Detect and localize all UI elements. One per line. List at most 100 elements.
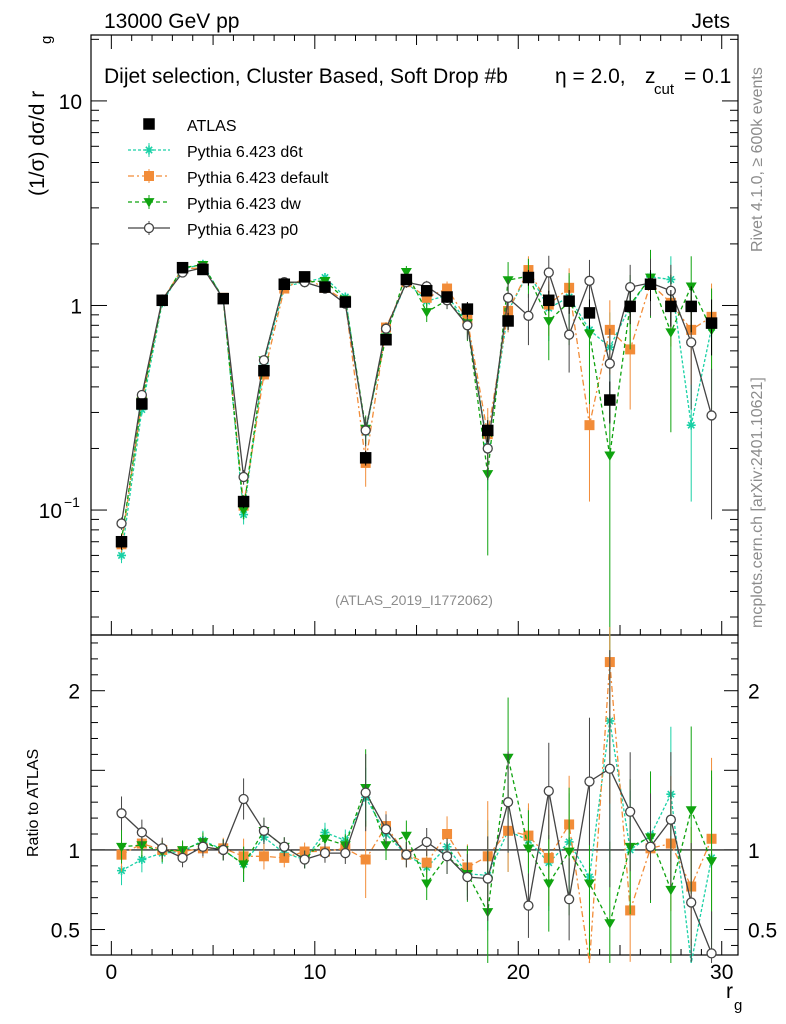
plot-title-z: z: [645, 65, 656, 88]
data-point: [583, 307, 596, 319]
ratio-point: [319, 847, 331, 859]
data-point: [359, 452, 372, 464]
data-point: [462, 320, 473, 331]
data-point: [400, 273, 413, 286]
data-point: [563, 295, 575, 307]
data-point: [584, 275, 595, 286]
ratio-point: [441, 851, 453, 862]
x-tick-label: 0: [106, 961, 118, 984]
data-point: [298, 271, 311, 283]
data-point: [115, 535, 128, 548]
plot-title-beta: η = 2.0,: [555, 65, 626, 88]
data-point: [238, 471, 249, 483]
legend-label-2: Pythia 6.423 default: [187, 170, 329, 187]
ratio-point: [400, 831, 412, 842]
data-point: [441, 291, 453, 303]
ratio-point: [686, 897, 697, 908]
data-point: [543, 317, 555, 327]
data-point: [706, 410, 717, 421]
data-point: [420, 285, 433, 297]
ratio-point: [340, 847, 351, 859]
ratio-point: [197, 841, 209, 852]
data-point: [156, 294, 168, 307]
rivet-version-label: Rivet 4.1.0, ≥ 600k events: [749, 67, 766, 252]
ratio-line-2: [121, 757, 713, 926]
data-point: [584, 420, 595, 431]
series-line-3: [120, 264, 713, 541]
ratio-point: [279, 852, 290, 863]
data-point: [238, 506, 250, 516]
axis-ticks: [91, 35, 738, 955]
ratio-axis-title: Ratio to ATLAS: [25, 749, 42, 857]
ratio-point: [625, 806, 636, 817]
ratio-series-1: [116, 627, 717, 964]
x-tick-label: 30: [710, 961, 733, 984]
ratio-point: [279, 841, 290, 852]
data-point: [117, 550, 127, 560]
ratio-point: [238, 860, 250, 870]
ratio-series-group: [116, 627, 718, 964]
ratio-point: [380, 824, 392, 835]
ratio-point: [360, 854, 371, 865]
x-axis-title-sub: g: [734, 997, 742, 1014]
ratio-point: [706, 857, 718, 867]
data-point: [339, 296, 352, 308]
ratio-point: [685, 806, 697, 816]
ratio-point: [706, 948, 717, 959]
data-point: [563, 329, 575, 340]
ratio-point: [157, 843, 168, 854]
legend-marker-0: [143, 118, 155, 130]
data-point: [258, 364, 270, 377]
ratio-point: [421, 879, 433, 889]
data-point: [705, 317, 718, 329]
data-point: [421, 308, 433, 318]
y-tick-label-exponent: −1: [64, 494, 80, 510]
ratio-point: [604, 919, 616, 929]
analysis-watermark: (ATLAS_2019_I1772062): [335, 592, 493, 608]
series-3: [116, 249, 718, 679]
ratio-y-tick-label: 2: [68, 681, 80, 704]
series-line-2: [120, 267, 712, 545]
data-point: [319, 281, 331, 293]
data-point: [665, 300, 677, 313]
data-point: [421, 292, 432, 303]
ratio-point: [543, 879, 555, 889]
data-point: [258, 355, 270, 366]
legend-label-0: ATLAS: [187, 118, 237, 135]
y-tick-label: 10: [59, 91, 82, 114]
data-point: [482, 443, 493, 454]
data-point: [237, 495, 250, 508]
legend-symbol: [143, 198, 155, 208]
plot-title-z-sub: cut: [654, 81, 675, 98]
data-point: [481, 424, 494, 437]
data-point: [197, 263, 209, 276]
ratio-point: [116, 842, 128, 853]
data-point: [522, 271, 535, 284]
ratio-point: [462, 871, 473, 883]
ratio-point: [563, 894, 575, 905]
ratio-point: [665, 814, 677, 825]
ratio-y-tick-label-right: 0.5: [748, 920, 777, 943]
ratio-y-tick-label-right: 2: [748, 681, 760, 704]
data-point: [685, 300, 697, 313]
ratio-series-3: [116, 650, 717, 963]
ratio-point: [421, 857, 432, 868]
y-axis-title: (1/σ) dσ/d r g: [26, 36, 55, 196]
ratio-point: [299, 854, 310, 865]
data-point: [686, 420, 696, 430]
ratio-y-tick-label-right: 1: [748, 840, 760, 863]
data-point: [543, 294, 555, 307]
legend-symbol: [144, 171, 154, 181]
data-point: [380, 333, 392, 346]
data-point: [176, 261, 189, 274]
ratio-point: [319, 834, 331, 845]
ratio-point: [482, 873, 493, 884]
ratio-point: [238, 793, 249, 805]
ratio-point: [177, 852, 188, 864]
ratio-point: [360, 787, 371, 798]
data-point: [116, 518, 127, 529]
ratio-line-1: [121, 662, 713, 964]
ratio-point: [583, 879, 595, 889]
series-line-4: [120, 266, 713, 524]
